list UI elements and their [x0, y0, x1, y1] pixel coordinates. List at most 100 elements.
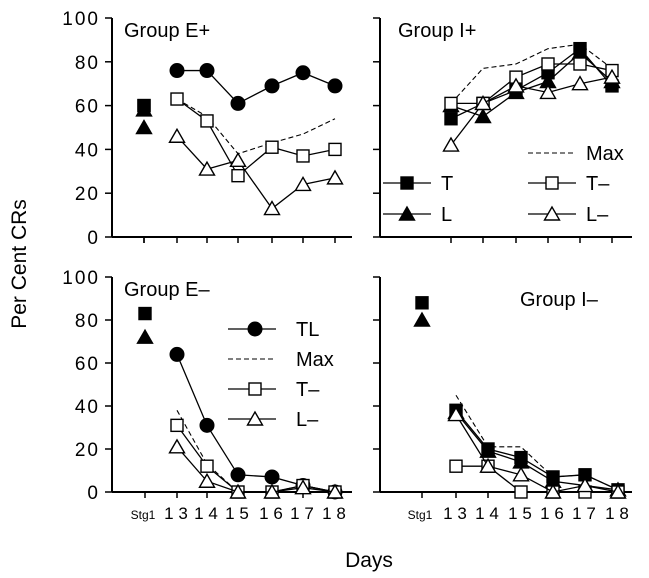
legend-marker — [398, 205, 416, 221]
data-point — [514, 485, 528, 499]
data-point — [449, 459, 463, 473]
panel-1: 0 20 40 60 80 100 Group E+ — [62, 9, 352, 249]
stage-point — [135, 101, 153, 117]
stage-point — [138, 306, 152, 321]
legend: Max T T– L L– — [383, 143, 624, 226]
y-tick-label: 20 — [75, 184, 100, 205]
data-point — [541, 57, 555, 71]
data-point — [229, 151, 247, 168]
series-T- — [170, 92, 342, 183]
legend-marker — [246, 410, 264, 426]
x-tick-label: 1 4 — [194, 504, 218, 523]
data-point — [264, 469, 280, 485]
data-point — [544, 483, 562, 499]
series-line — [176, 135, 336, 210]
data-point — [263, 200, 281, 216]
x-tick-label: 1 4 — [475, 504, 499, 523]
series-L- — [442, 68, 621, 152]
data-point — [442, 136, 460, 152]
x-tick-label: 1 7 — [290, 504, 314, 523]
data-point — [264, 78, 280, 94]
data-point — [573, 57, 587, 71]
panel-3: 0 20 40 60 80 100 Stg1 1 3 1 4 1 5 1 6 1 7 1 8 Group … — [62, 268, 352, 523]
data-point — [295, 65, 311, 81]
legend-marker — [248, 382, 262, 396]
data-point — [199, 63, 215, 79]
x-tick-label: 1 7 — [572, 504, 596, 523]
y-tick-label: 80 — [75, 53, 100, 74]
series-Max — [450, 43, 613, 104]
x-tick-label: 1 5 — [508, 504, 532, 523]
data-point — [326, 169, 344, 185]
series-line — [176, 424, 336, 493]
legend-label: L– — [296, 409, 319, 431]
data-point — [198, 160, 216, 176]
data-point — [609, 483, 627, 499]
stage-point — [136, 328, 154, 344]
legend-marker — [247, 321, 263, 337]
series-line — [176, 98, 336, 155]
panel-title: Group I+ — [398, 20, 476, 42]
series-T — [138, 306, 152, 321]
x-tick-label: 1 3 — [443, 504, 467, 523]
series-line — [455, 394, 619, 491]
data-point — [539, 84, 557, 100]
data-point — [328, 142, 342, 157]
data-point — [230, 467, 246, 483]
series-Max — [455, 394, 619, 491]
panel-4: Stg1 1 3 1 4 1 5 1 6 1 7 1 8 Group I– — [373, 276, 632, 523]
y-tick-label: 100 — [62, 268, 100, 289]
data-point — [294, 479, 312, 495]
data-point — [296, 149, 310, 163]
data-point — [230, 95, 246, 111]
stage-point — [135, 119, 153, 135]
data-point — [327, 78, 343, 94]
data-point — [168, 438, 186, 454]
legend-marker — [543, 205, 561, 221]
data-point — [168, 127, 186, 143]
legend-label: T– — [586, 173, 610, 195]
panel-title: Group E– — [124, 279, 210, 301]
data-point — [447, 406, 465, 422]
legend-label: T– — [296, 379, 320, 401]
data-point — [200, 459, 214, 473]
series-line — [176, 98, 336, 177]
data-point — [512, 466, 530, 482]
series-T- — [444, 57, 619, 111]
x-tick-label: 1 6 — [540, 504, 564, 523]
legend: TL Max T– L– — [228, 319, 334, 431]
data-point — [200, 114, 214, 128]
y-tick-label: 60 — [75, 97, 100, 118]
panel-2: Group I+ Max T T– L L– — [135, 17, 632, 243]
x-tick-label: 1 8 — [322, 504, 346, 523]
y-tick-label: 0 — [87, 228, 100, 249]
panel-title: Group E+ — [124, 20, 210, 42]
series-line — [176, 446, 336, 493]
data-point — [479, 457, 497, 473]
data-point — [444, 96, 458, 111]
series-line — [450, 43, 613, 104]
legend-label: T — [441, 173, 453, 195]
y-tick-label: 40 — [75, 140, 100, 161]
legend-label: Max — [586, 143, 624, 165]
legend-marker — [400, 176, 414, 190]
x-tick-label-stage: Stg1 — [408, 508, 433, 522]
x-tick-label: 1 8 — [605, 504, 629, 523]
series-line — [177, 69, 336, 105]
x-tick-label-stage: Stg1 — [131, 508, 156, 522]
data-point — [444, 112, 458, 126]
x-tick-label: 1 3 — [164, 504, 188, 523]
data-point — [170, 92, 184, 106]
series-line — [455, 414, 619, 493]
data-point — [294, 176, 312, 192]
series-L — [135, 119, 153, 135]
panel-title: Group I– — [520, 289, 599, 311]
y-axis-title: Per Cent CRs — [8, 199, 31, 329]
series-line — [450, 76, 613, 146]
series-T- — [170, 418, 342, 499]
x-tick-label: 1 5 — [225, 504, 249, 523]
y-tick-label: 60 — [75, 354, 100, 375]
legend-label: Max — [296, 349, 334, 371]
data-point — [263, 483, 281, 499]
